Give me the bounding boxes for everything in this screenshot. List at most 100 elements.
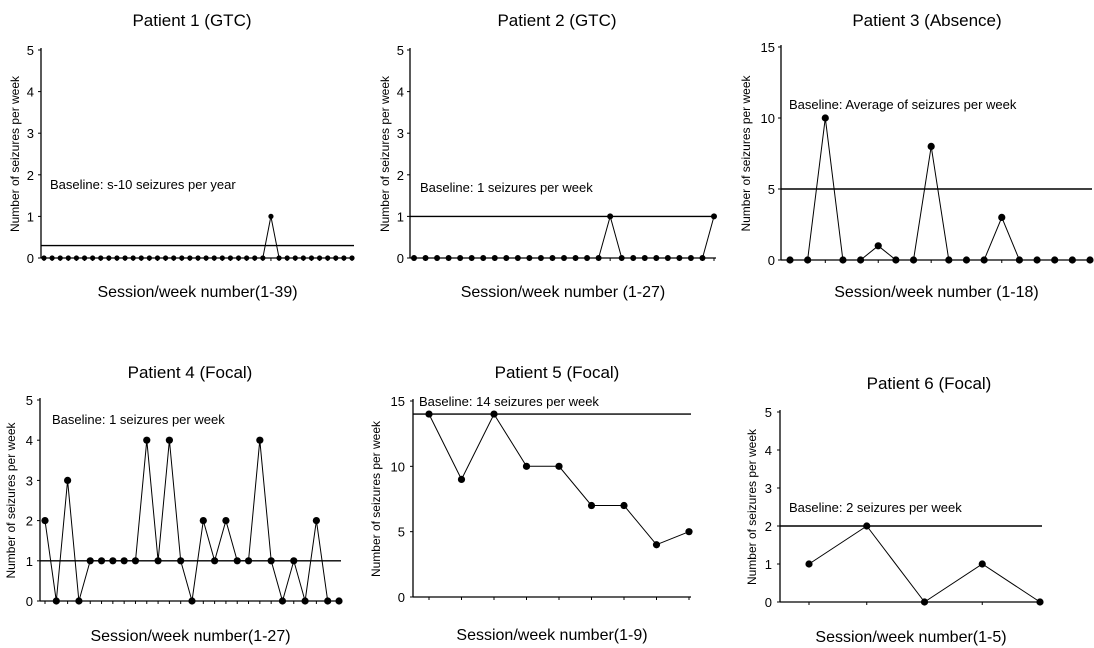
data-point <box>457 475 466 483</box>
x-axis-label: Session/week number (1-27) <box>461 284 666 301</box>
data-point <box>434 255 441 261</box>
y-tick-label: 10 <box>391 459 405 474</box>
baseline-label: Baseline: 1 seizures per week <box>420 180 593 195</box>
data-point <box>73 255 80 261</box>
x-axis-label: Session/week number(1-27) <box>90 628 290 645</box>
data-point <box>260 255 266 261</box>
data-point <box>490 410 498 418</box>
data-point <box>154 557 162 565</box>
data-point <box>52 597 60 605</box>
y-tick-label: 1 <box>26 554 33 569</box>
data-point <box>244 255 250 261</box>
y-tick-label: 2 <box>765 519 772 534</box>
y-tick-label: 4 <box>26 433 33 448</box>
data-point <box>863 522 871 530</box>
data-point <box>41 255 47 261</box>
data-point <box>618 255 625 261</box>
data-point <box>268 213 274 219</box>
data-point <box>252 255 258 261</box>
data-point <box>425 410 433 418</box>
data-point <box>49 255 55 261</box>
y-tick-label: 0 <box>765 595 772 610</box>
data-point <box>927 142 935 150</box>
data-point <box>165 436 173 444</box>
baseline-label: Baseline: 2 seizures per week <box>789 500 962 515</box>
data-point <box>620 501 628 510</box>
y-tick-label: 1 <box>765 557 772 572</box>
y-axis-label: Number of seizures per week <box>745 428 759 585</box>
series-line <box>428 413 690 546</box>
data-point <box>154 255 161 261</box>
data-point <box>664 255 671 261</box>
data-point <box>998 213 1006 221</box>
data-point <box>630 255 637 261</box>
data-point <box>81 255 88 261</box>
data-point <box>653 255 660 261</box>
baseline-label: Baseline: Average of seizures per week <box>789 97 1017 112</box>
y-tick-label: 5 <box>768 182 775 197</box>
y-tick-label: 5 <box>26 393 33 408</box>
chart-title: Patient 4 (Focal) <box>128 363 253 382</box>
chart-panel-2: Patient 2 (GTC) Number of seizures per we… <box>378 11 717 301</box>
data-point <box>526 255 533 261</box>
data-point <box>978 560 986 568</box>
data-point <box>219 255 225 261</box>
data-point <box>90 255 96 261</box>
data-point <box>711 213 717 220</box>
y-tick-label: 0 <box>27 251 34 266</box>
chart-title: Patient 2 (GTC) <box>497 11 616 30</box>
x-axis-label: Session/week number(1-9) <box>456 627 647 644</box>
y-tick-label: 3 <box>27 126 34 141</box>
data-point <box>324 597 332 605</box>
data-point <box>195 255 201 261</box>
data-point <box>316 255 323 261</box>
data-point <box>120 557 128 565</box>
x-axis-label: Session/week number (1-18) <box>834 284 1039 301</box>
data-point <box>892 256 900 264</box>
chart-title: Patient 3 (Absence) <box>852 11 1001 30</box>
baseline-label: Baseline: s-10 seizures per year <box>50 177 236 192</box>
data-point <box>555 462 563 470</box>
data-point <box>457 255 464 261</box>
data-point <box>549 255 556 261</box>
data-point <box>75 597 83 605</box>
data-point <box>980 256 988 264</box>
y-axis-label: Number of seizures per week <box>378 75 392 232</box>
data-point <box>211 557 219 565</box>
data-point <box>325 255 331 261</box>
data-point <box>278 597 287 605</box>
data-point <box>676 255 683 261</box>
chart-panel-3: Patient 3 (Absence) Number of seizures pe… <box>739 11 1094 301</box>
data-point <box>267 557 275 565</box>
series-line <box>414 214 715 259</box>
data-point <box>856 256 865 264</box>
y-axis-label: Number of seizures per week <box>739 74 753 231</box>
y-tick-label: 10 <box>761 111 775 126</box>
data-point <box>411 255 417 261</box>
chart-title: Patient 5 (Focal) <box>495 363 620 382</box>
data-point <box>480 255 487 261</box>
y-tick-label: 4 <box>27 85 34 100</box>
data-point <box>109 557 117 565</box>
data-point <box>572 255 579 261</box>
data-point <box>222 517 230 525</box>
data-point <box>98 255 104 261</box>
data-point <box>804 256 812 264</box>
series-line <box>808 525 1041 603</box>
y-tick-label: 5 <box>397 43 404 58</box>
data-point <box>177 557 185 565</box>
data-point <box>685 528 693 536</box>
data-point <box>199 517 207 525</box>
data-point <box>503 255 510 261</box>
data-point <box>188 597 196 605</box>
data-point <box>233 557 241 565</box>
data-point <box>97 557 106 565</box>
series-line <box>44 440 339 603</box>
data-point <box>256 436 264 444</box>
data-point <box>301 597 309 605</box>
data-point <box>335 597 343 605</box>
y-tick-label: 2 <box>27 168 34 183</box>
data-point <box>284 255 290 261</box>
data-point <box>920 598 929 606</box>
chart-panel-4: Patient 4 (Focal) Number of seizures per … <box>4 363 343 645</box>
